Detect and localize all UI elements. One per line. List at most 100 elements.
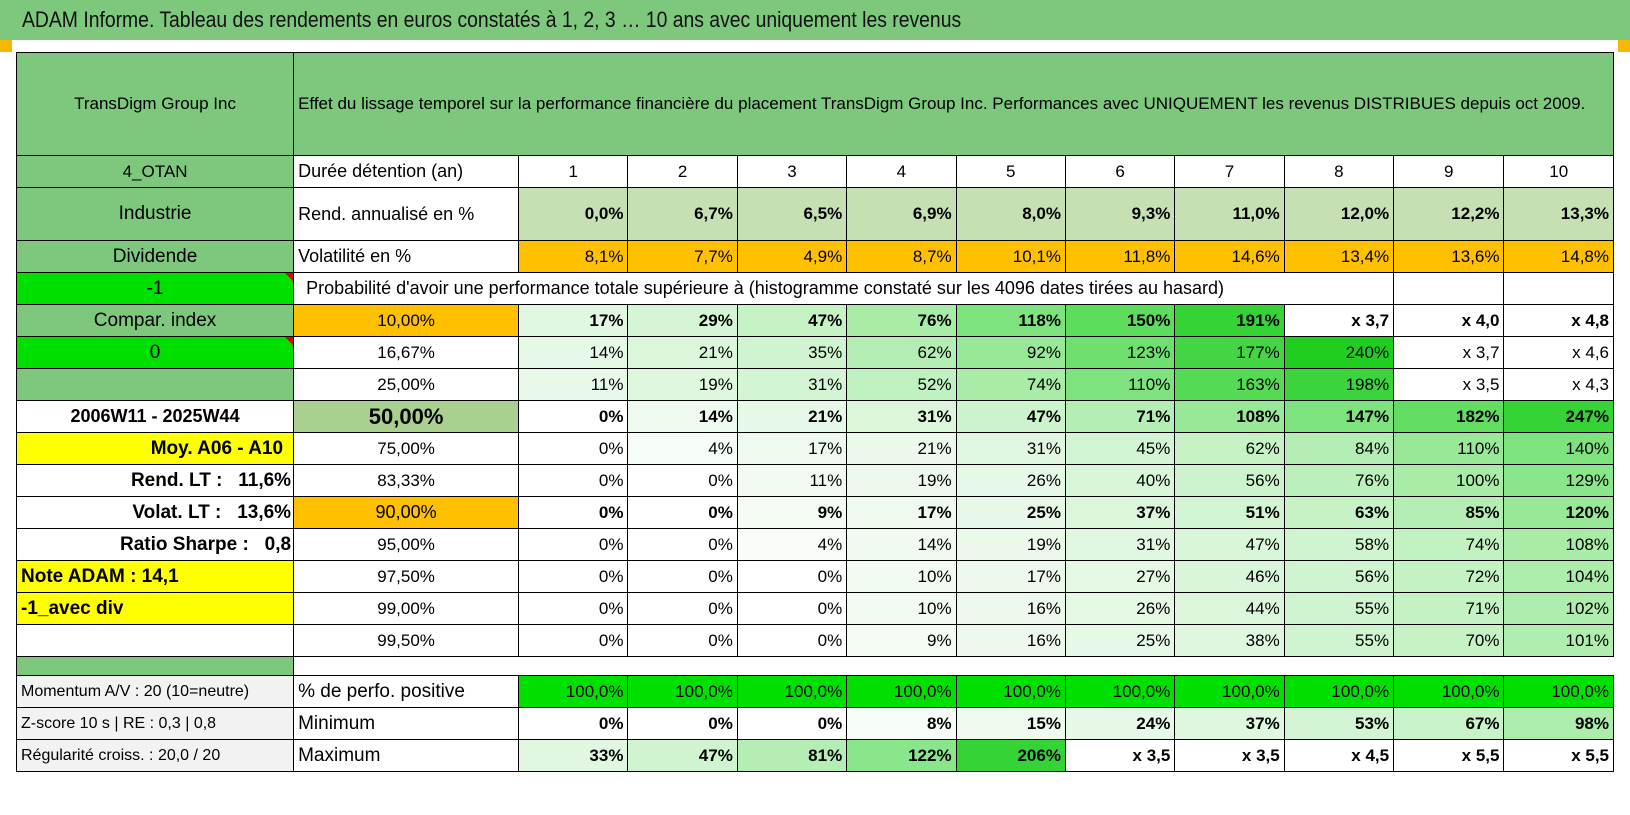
vol-cell: 10,1% — [955, 240, 1066, 273]
bottom-cell: 67% — [1393, 707, 1505, 740]
company-name-cell: TransDigm Group Inc — [15, 52, 295, 156]
bottom-cell: 81% — [736, 739, 848, 772]
minus-one-cell: -1 — [15, 272, 295, 305]
prob-cell: 74% — [1393, 528, 1505, 561]
empty-cell — [1393, 272, 1505, 305]
prob-cell: x 4,8 — [1503, 304, 1614, 337]
prob-row: Compar. index 10,00% 17% 29% 47% 76% 118… — [15, 304, 1614, 337]
prob-cell: 16% — [955, 592, 1066, 625]
sharpe-value: 0,8 — [264, 533, 292, 555]
prob-cell: 17% — [736, 432, 848, 465]
prob-cell: 0% — [518, 432, 629, 465]
prob-cell: 10% — [846, 592, 957, 625]
prob-cell: 51% — [1174, 496, 1285, 529]
volat-lt-label: Volat. LT : — [132, 501, 222, 523]
sharpe-cell: Ratio Sharpe : 0,8 — [15, 528, 295, 561]
corner-marker-left — [0, 40, 12, 52]
prob-row: Volat. LT : 13,6% 90,00% 0% 0% 9% 17% 25… — [15, 496, 1614, 529]
prob-cell: 198% — [1283, 368, 1395, 401]
vol-cell: 7,7% — [627, 240, 738, 273]
prob-cell: 40% — [1064, 464, 1176, 497]
vol-row: Dividende Volatilité en % 8,1% 7,7% 4,9%… — [15, 240, 1614, 273]
vol-cell: 14,6% — [1174, 240, 1285, 273]
sharpe-label: Ratio Sharpe : — [120, 533, 249, 555]
prob-cell: 31% — [955, 432, 1066, 465]
prob-cell: 100% — [1393, 464, 1505, 497]
sector-cell: Industrie — [15, 187, 295, 241]
year-cell: 5 — [955, 155, 1066, 188]
year-cell: 10 — [1503, 155, 1614, 188]
prob-cell: 44% — [1174, 592, 1285, 625]
prob-cell: 110% — [1393, 432, 1505, 465]
prob-cell: 56% — [1283, 560, 1395, 593]
prob-cell: 11% — [736, 464, 848, 497]
prob-cell: 52% — [846, 368, 957, 401]
bottom-cell: 100,0% — [1503, 675, 1614, 708]
performance-table: TransDigm Group Inc Effet du lissage tem… — [15, 52, 1614, 772]
rend-row: Industrie Rend. annualisé en % 0,0% 6,7%… — [15, 187, 1614, 241]
description-cell: Effet du lissage temporel sur la perform… — [293, 52, 1614, 156]
prob-cell: 240% — [1283, 336, 1395, 369]
prob-row: -1_avec div 99,00% 0% 0% 0% 10% 16% 26% … — [15, 592, 1614, 625]
vol-label: Volatilité en % — [293, 240, 520, 273]
prob-cell: 92% — [955, 336, 1066, 369]
vol-cell: 8,7% — [846, 240, 957, 273]
prob-cell: 31% — [1064, 528, 1176, 561]
empty-green-cell — [15, 368, 295, 401]
prob-cell: 25% — [955, 496, 1066, 529]
prob-cell: 71% — [1393, 592, 1505, 625]
prob-cell: 120% — [1503, 496, 1614, 529]
prob-cell: 84% — [1283, 432, 1395, 465]
prob-cell: 247% — [1503, 400, 1614, 433]
prob-cell: 21% — [846, 432, 957, 465]
prob-cell: 17% — [846, 496, 957, 529]
year-cell: 2 — [627, 155, 738, 188]
maximum-label: Maximum — [293, 739, 520, 772]
rend-cell: 6,7% — [627, 187, 738, 241]
bottom-cell: 0% — [627, 707, 738, 740]
minimum-label: Minimum — [293, 707, 520, 740]
prob-cell: 21% — [627, 336, 738, 369]
prob-cell: 4% — [627, 432, 738, 465]
dividend-cell: Dividende — [15, 240, 295, 273]
rend-cell: 13,3% — [1503, 187, 1614, 241]
prob-cell: 4% — [736, 528, 848, 561]
prob-cell: 11% — [518, 368, 629, 401]
bottom-cell: 37% — [1174, 707, 1285, 740]
prob-cell: 55% — [1283, 592, 1395, 625]
prob-cell: 19% — [955, 528, 1066, 561]
threshold-cell: 83,33% — [293, 464, 520, 497]
prob-cell: 191% — [1174, 304, 1285, 337]
prob-cell: 0% — [627, 624, 738, 657]
threshold-cell: 90,00% — [293, 496, 520, 529]
bottom-cell: 100,0% — [1393, 675, 1505, 708]
bottom-cell: 8% — [846, 707, 957, 740]
vol-cell: 11,8% — [1064, 240, 1176, 273]
vol-cell: 13,6% — [1393, 240, 1505, 273]
prob-cell: 62% — [1174, 432, 1285, 465]
prob-row: Ratio Sharpe : 0,8 95,00% 0% 0% 4% 14% 1… — [15, 528, 1614, 561]
prob-cell: 0% — [736, 592, 848, 625]
prob-cell: 10% — [846, 560, 957, 593]
prob-cell: 104% — [1503, 560, 1614, 593]
prob-cell: 74% — [955, 368, 1066, 401]
prob-cell: 55% — [1283, 624, 1395, 657]
prob-cell: 47% — [736, 304, 848, 337]
prob-cell: 0% — [518, 592, 629, 625]
momentum-cell: Momentum A/V : 20 (10=neutre) — [15, 675, 295, 708]
prob-cell: 63% — [1283, 496, 1395, 529]
prob-cell: 72% — [1393, 560, 1505, 593]
prob-cell: 70% — [1393, 624, 1505, 657]
prob-cell: 17% — [518, 304, 629, 337]
prob-cell: 37% — [1064, 496, 1176, 529]
year-cell: 9 — [1393, 155, 1505, 188]
zero-cell: 0 — [15, 336, 295, 369]
prob-cell: 14% — [518, 336, 629, 369]
bottom-cell: 100,0% — [1064, 675, 1176, 708]
prob-title-text: Probabilité d'avoir une performance tota… — [306, 278, 1225, 298]
prob-cell: 46% — [1174, 560, 1285, 593]
prob-cell: 0% — [518, 624, 629, 657]
prob-cell: 62% — [846, 336, 957, 369]
prob-cell: 147% — [1283, 400, 1395, 433]
prob-cell: 140% — [1503, 432, 1614, 465]
